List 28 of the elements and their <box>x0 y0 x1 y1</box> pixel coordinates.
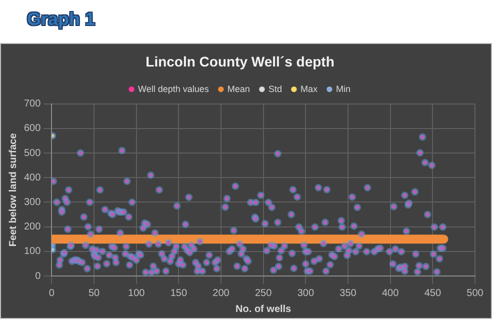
y-tick-label: 600 <box>24 123 42 134</box>
y-tick-label: 100 <box>24 246 42 258</box>
legend-label: Std <box>268 84 282 94</box>
y-tick-label: 700 <box>24 98 42 110</box>
x-tick-label: 250 <box>255 288 272 299</box>
legend-label: Mean <box>227 84 250 94</box>
y-tick-label: 500 <box>24 148 42 159</box>
x-tick-label: 400 <box>382 288 400 299</box>
x-tick-label: 300 <box>297 288 314 299</box>
y-tick-label: 200 <box>24 222 42 233</box>
x-tick-label: 350 <box>340 288 357 299</box>
legend-label: Well depth values <box>138 84 210 94</box>
legend-label: Min <box>336 84 350 94</box>
x-tick-label: 50 <box>88 288 100 299</box>
y-tick-label: 400 <box>24 172 42 184</box>
x-tick-label: 0 <box>48 288 55 299</box>
x-axis-title: No. of wells <box>236 304 292 315</box>
y-tick-label: 0 <box>35 270 42 282</box>
caption: Graph 1 <box>27 9 96 30</box>
chart-title: Lincoln County Well´s depth <box>146 53 334 70</box>
x-tick-label: 200 <box>212 288 230 299</box>
x-tick-label: 450 <box>424 288 442 299</box>
x-tick-label: 150 <box>170 288 188 299</box>
legend-label: Max <box>300 84 318 94</box>
x-tick-label: 500 <box>466 288 484 299</box>
y-axis-title: Feet below land surface <box>8 132 19 247</box>
y-tick-label: 300 <box>24 196 42 208</box>
x-tick-label: 100 <box>128 288 146 299</box>
